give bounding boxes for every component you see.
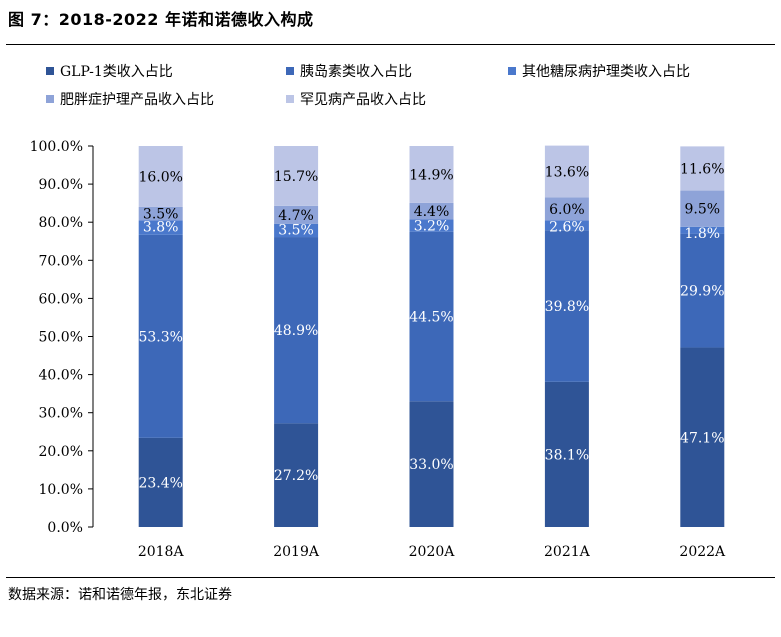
bar-segment xyxy=(409,401,454,527)
data-label: 16.0% xyxy=(138,169,182,185)
bar-segment xyxy=(274,146,319,206)
bar-segment xyxy=(409,219,454,232)
title-rule xyxy=(6,44,775,45)
bar-segment xyxy=(409,146,454,203)
data-label: 2.6% xyxy=(549,219,585,235)
data-label: 4.7% xyxy=(278,208,314,224)
data-label: 23.4% xyxy=(138,475,182,491)
data-label: 3.8% xyxy=(143,219,179,235)
legend-label: GLP-1类收入占比 xyxy=(60,64,173,80)
legend-label: 肥胖症护理产品收入占比 xyxy=(60,92,214,108)
y-tick-label: 50.0% xyxy=(39,330,83,346)
bar-segment xyxy=(680,226,725,234)
bar-segment xyxy=(274,423,319,527)
x-tick-label: 2020A xyxy=(409,544,456,560)
data-label: 29.9% xyxy=(680,284,724,300)
data-label: 38.1% xyxy=(545,447,589,463)
data-label: 6.0% xyxy=(549,202,585,218)
bar-segment xyxy=(544,230,589,382)
data-label: 3.2% xyxy=(414,219,450,235)
y-tick-label: 30.0% xyxy=(39,406,83,422)
bar-segment xyxy=(138,220,183,235)
x-tick-label: 2022A xyxy=(679,544,726,560)
y-tick-label: 0.0% xyxy=(47,520,83,536)
data-label: 33.0% xyxy=(409,457,453,473)
bar-segment xyxy=(680,146,725,191)
data-label: 3.5% xyxy=(278,223,314,239)
bar-segment xyxy=(274,205,319,224)
y-tick-label: 70.0% xyxy=(39,253,83,269)
x-tick-label: 2021A xyxy=(544,544,591,560)
legend-swatch xyxy=(508,67,516,75)
y-tick-label: 100.0% xyxy=(30,139,83,155)
data-label: 14.9% xyxy=(409,167,453,183)
legend-swatch xyxy=(286,67,294,75)
bar-segment xyxy=(544,197,589,221)
legend-label: 其他糖尿病护理类收入占比 xyxy=(522,64,690,80)
x-tick-label: 2018A xyxy=(138,544,185,560)
data-label: 48.9% xyxy=(274,323,318,339)
y-tick-label: 60.0% xyxy=(39,291,83,307)
bar-segment xyxy=(138,206,183,221)
data-label: 53.3% xyxy=(138,329,182,345)
legend-label: 胰岛素类收入占比 xyxy=(300,64,412,80)
bar-segment xyxy=(409,231,454,402)
bar-segment xyxy=(409,202,454,220)
bar-segment xyxy=(138,234,183,438)
data-label: 9.5% xyxy=(685,202,721,218)
data-label: 15.7% xyxy=(274,169,318,185)
data-label: 27.2% xyxy=(274,468,318,484)
bar-segment xyxy=(138,146,183,207)
data-label: 11.6% xyxy=(680,161,724,177)
bar-segment xyxy=(544,220,589,231)
data-label: 47.1% xyxy=(680,430,724,446)
data-label: 44.5% xyxy=(409,309,453,325)
legend-label: 罕见病产品收入占比 xyxy=(300,92,426,108)
source-rule xyxy=(6,577,775,578)
y-tick-label: 90.0% xyxy=(39,177,83,193)
bar-segment xyxy=(680,233,725,348)
x-tick-label: 2019A xyxy=(273,544,320,560)
figure-title: 图 7：2018-2022 年诺和诺德收入构成 xyxy=(8,10,314,29)
data-label: 13.6% xyxy=(545,165,589,181)
bar-segment xyxy=(680,347,725,527)
y-tick-label: 10.0% xyxy=(39,482,83,498)
bar-segment xyxy=(274,223,319,238)
y-tick-label: 20.0% xyxy=(39,444,83,460)
y-tick-label: 40.0% xyxy=(39,368,83,384)
legend-swatch xyxy=(286,95,294,103)
bar-segment xyxy=(680,190,725,227)
bar-segment xyxy=(274,237,319,424)
data-label: 3.5% xyxy=(143,207,179,223)
bar-segment xyxy=(544,145,589,198)
legend-swatch xyxy=(46,67,54,75)
data-label: 1.8% xyxy=(685,226,721,242)
bar-segment xyxy=(544,381,589,527)
source-note: 数据来源：诺和诺德年报，东北证券 xyxy=(8,587,232,603)
data-label: 39.8% xyxy=(545,299,589,315)
stacked-bar-chart: GLP-1类收入占比 胰岛素类收入占比 其他糖尿病护理类收入占比肥胖症护理产品收入占… xyxy=(30,64,726,560)
y-tick-label: 80.0% xyxy=(39,215,83,231)
bar-segment xyxy=(138,437,183,527)
legend-swatch xyxy=(46,95,54,103)
data-label: 4.4% xyxy=(414,204,450,220)
